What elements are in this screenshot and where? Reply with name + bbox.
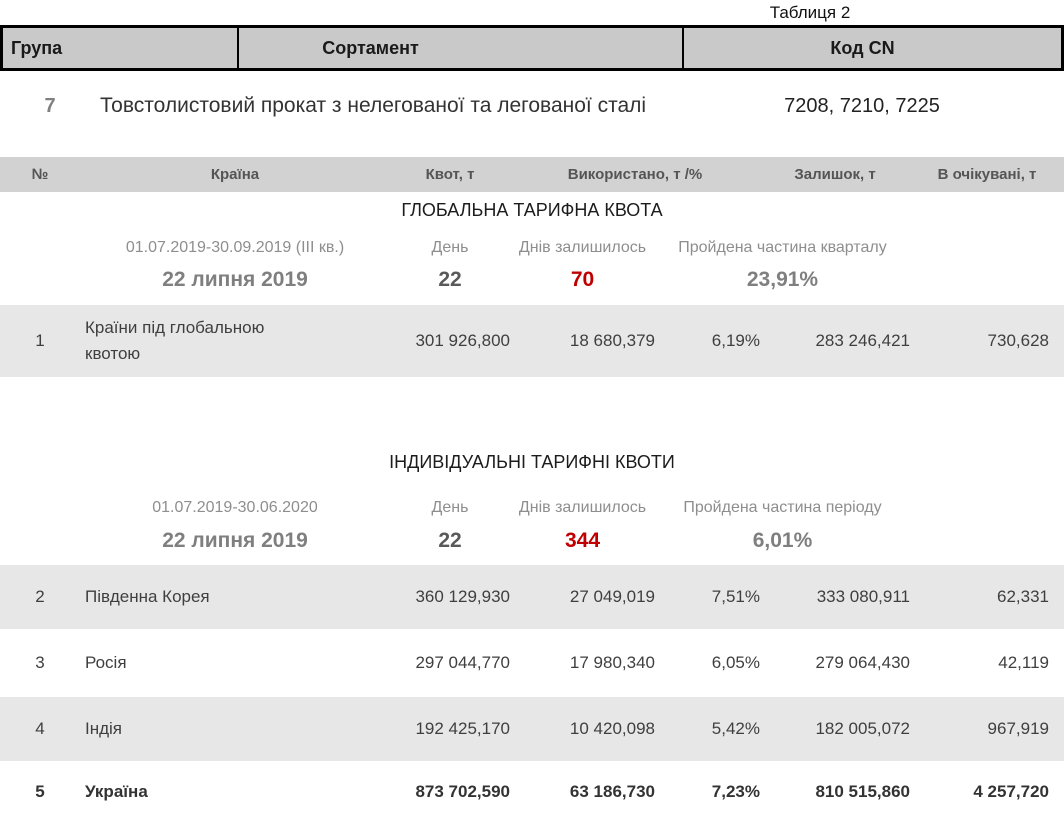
remaining-value: 283 246,421 <box>815 331 910 350</box>
global-day-label: День <box>431 239 469 256</box>
expected-value: 62,331 <box>997 587 1049 606</box>
quota-row-india: 4 Індія 192 425,170 10 420,098 5,42% 182… <box>0 697 1064 761</box>
quota-column-header: Квот, т <box>425 166 475 183</box>
group-number: 7 <box>44 94 56 117</box>
country-name: Країни під глобальною квотою <box>85 318 265 363</box>
individual-period-labels: 01.07.2019-30.06.2020 День Днів залишило… <box>0 497 1064 519</box>
global-current-date: 22 липня 2019 <box>162 268 308 291</box>
used-pct-value: 7,51% <box>711 587 760 606</box>
quota-value: 192 425,170 <box>415 719 510 738</box>
country-column-header: Країна <box>210 166 260 183</box>
used-pct-value: 5,42% <box>711 719 760 738</box>
used-value: 17 980,340 <box>569 653 655 672</box>
used-value: 10 420,098 <box>569 719 655 738</box>
quota-row-south-korea: 2 Південна Корея 360 129,930 27 049,019 … <box>0 565 1064 629</box>
remaining-value: 333 080,911 <box>816 587 910 606</box>
remaining-value: 810 515,860 <box>815 782 910 801</box>
remaining-column-header: Залишок, т <box>794 166 876 183</box>
quota-value: 873 702,590 <box>415 782 510 801</box>
assortment-text: Товстолистовий прокат з нелегованої та л… <box>100 94 647 117</box>
expected-value: 42,119 <box>998 653 1049 672</box>
quota-value: 297 044,770 <box>415 653 510 672</box>
used-pct-value: 6,05% <box>711 653 760 672</box>
global-section-title: ГЛОБАЛЬНА ТАРИФНА КВОТА <box>401 200 663 220</box>
individual-days-left-label: Днів залишилось <box>518 499 647 516</box>
country-name: Південна Корея <box>85 587 210 606</box>
global-period-labels: 01.07.2019-30.09.2019 (ІІІ кв.) День Дні… <box>0 237 1064 259</box>
cn-code-column-header: Код CN <box>682 28 1061 68</box>
cn-codes: 7208, 7210, 7225 <box>784 94 940 117</box>
individual-day-value: 22 <box>438 529 462 552</box>
individual-period: 01.07.2019-30.06.2020 <box>152 499 318 516</box>
table-caption: Таблиця 2 <box>769 3 851 22</box>
individual-elapsed-label: Пройдена частина періоду <box>683 499 882 516</box>
global-period: 01.07.2019-30.09.2019 (ІІІ кв.) <box>125 239 345 256</box>
global-day-value: 22 <box>438 268 462 291</box>
num-column-header: № <box>31 166 49 183</box>
used-value: 27 049,019 <box>569 587 655 606</box>
expected-value: 967,919 <box>987 719 1049 738</box>
global-days-left-value: 70 <box>570 268 595 291</box>
global-elapsed-value: 23,91% <box>746 268 819 291</box>
individual-period-values: 22 липня 2019 22 344 6,01% <box>0 525 1064 557</box>
global-days-left-label: Днів залишилось <box>518 239 647 256</box>
row-number: 1 <box>35 331 45 350</box>
individual-day-label: День <box>431 499 469 516</box>
quota-value: 360 129,930 <box>415 587 510 606</box>
caption-row: Таблиця 2 <box>0 0 1064 25</box>
quota-row-ukraine: 5 Україна 873 702,590 63 186,730 7,23% 8… <box>0 761 1064 823</box>
expected-column-header: В очікувані, т <box>937 166 1037 183</box>
group-column-header: Група <box>11 38 63 58</box>
product-row: 7 Товстолистовий прокат з нелегованої та… <box>0 75 1064 137</box>
product-header-row: Група Сортамент Код CN <box>0 25 1064 71</box>
individual-days-left-value: 344 <box>564 529 601 552</box>
remaining-value: 279 064,430 <box>815 653 910 672</box>
used-column-header: Використано, т /% <box>567 166 703 183</box>
country-name: Росія <box>85 653 127 672</box>
row-number: 5 <box>35 782 45 801</box>
used-value: 18 680,379 <box>569 331 655 350</box>
used-pct-value: 6,19% <box>711 331 760 350</box>
quota-row-russia: 3 Росія 297 044,770 17 980,340 6,05% 279… <box>0 629 1064 697</box>
expected-value: 4 257,720 <box>973 782 1049 801</box>
quota-columns-header: № Країна Квот, т Використано, т /% Залиш… <box>0 157 1064 192</box>
row-number: 2 <box>35 587 45 606</box>
used-pct-value: 7,23% <box>711 782 760 801</box>
individual-section-title: ІНДИВІДУАЛЬНІ ТАРИФНІ КВОТИ <box>389 452 675 472</box>
used-value: 63 186,730 <box>569 782 655 801</box>
country-name: Україна <box>85 782 148 801</box>
assortment-column-header: Сортамент <box>237 28 682 68</box>
individual-elapsed-value: 6,01% <box>752 529 813 552</box>
row-number: 4 <box>35 719 45 738</box>
quota-row-global: 1 Країни під глобальною квотою 301 926,8… <box>0 305 1064 377</box>
expected-value: 730,628 <box>987 331 1049 350</box>
country-name: Індія <box>85 719 123 738</box>
quota-value: 301 926,800 <box>415 331 510 350</box>
individual-current-date: 22 липня 2019 <box>162 529 308 552</box>
global-period-values: 22 липня 2019 22 70 23,91% <box>0 265 1064 295</box>
row-number: 3 <box>35 653 45 672</box>
remaining-value: 182 005,072 <box>815 719 910 738</box>
global-elapsed-label: Пройдена частина кварталу <box>678 239 887 256</box>
